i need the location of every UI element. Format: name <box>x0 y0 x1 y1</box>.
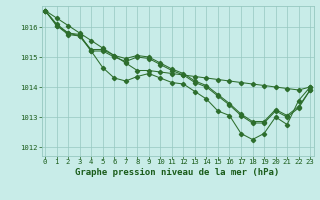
X-axis label: Graphe pression niveau de la mer (hPa): Graphe pression niveau de la mer (hPa) <box>76 168 280 177</box>
